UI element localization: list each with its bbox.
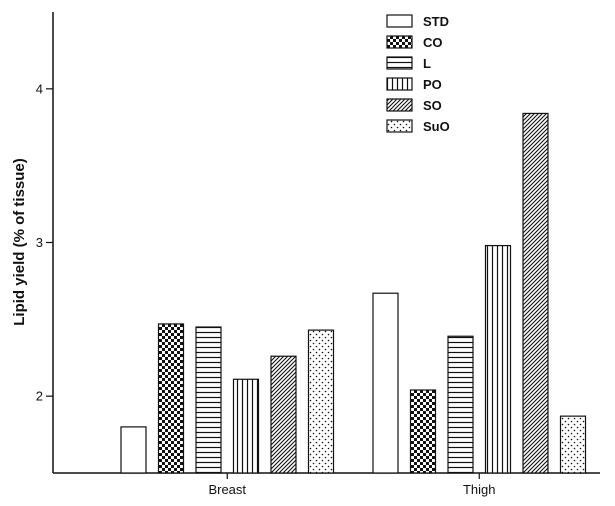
legend: STD CO L PO SO SuO [386,14,450,134]
y-ticks: 2 3 4 [36,81,53,404]
legend-label-std: STD [423,14,449,29]
legend-swatch-l [386,56,413,70]
legend-label-l: L [423,56,431,71]
y-tick-label: 4 [36,81,43,96]
bar-breast-co [157,323,185,474]
bar-thigh-po [484,244,512,474]
legend-label-suo: SuO [423,119,450,134]
bar-thigh-so [522,112,549,474]
x-tick-label-breast: Breast [208,482,246,497]
legend-swatch-co [386,35,413,49]
x-tick-label-thigh: Thigh [463,482,496,497]
legend-swatch-po [386,77,413,91]
legend-swatch-suo [386,119,413,133]
bar-thigh-co [409,389,437,474]
bar-breast-std [120,426,147,474]
bar-breast-po [232,378,260,474]
bar-breast-so [270,355,297,474]
bar-thigh-suo [559,415,587,474]
legend-label-co: CO [423,35,443,50]
legend-swatch-so [386,98,413,112]
bar-breast-suo [307,329,335,474]
x-ticks: Breast Thigh [208,473,496,497]
legend-label-po: PO [423,77,442,92]
bar-thigh-std [372,292,399,474]
legend-label-so: SO [423,98,442,113]
bar-thigh-l [447,335,474,474]
bars [120,112,587,474]
bar-breast-l [195,326,222,474]
legend-swatch-std [386,14,413,28]
y-axis-title: Lipid yield (% of tissue) [11,158,28,326]
y-tick-label: 3 [36,235,43,250]
y-tick-label: 2 [36,389,43,404]
